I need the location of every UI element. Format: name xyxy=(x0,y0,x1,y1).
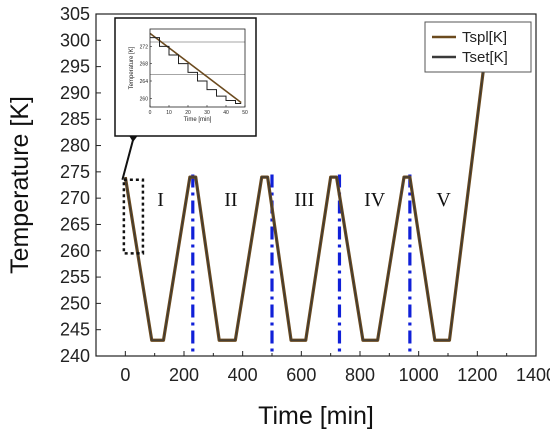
y-tick-label: 265 xyxy=(60,214,90,234)
inset-x-tick-label: 0 xyxy=(149,110,152,116)
inset-panel xyxy=(114,17,257,137)
x-axis-title: Time [min] xyxy=(258,402,374,430)
x-tick-label: 1200 xyxy=(457,365,497,385)
zoom-arrow-line xyxy=(121,139,134,180)
y-tick-label: 305 xyxy=(60,4,90,24)
y-axis-title: Temperature [K] xyxy=(6,96,34,274)
inset-x-tick-label: 40 xyxy=(223,110,229,116)
x-axis: 0 200 400 600 800 1000 1200 1400 xyxy=(95,351,550,385)
x-tick-label: 200 xyxy=(169,365,199,385)
x-tick-label: 600 xyxy=(286,365,316,385)
y-tick-label: 240 xyxy=(60,346,90,366)
inset-y-tick-label: 272 xyxy=(140,44,149,50)
y-tick-label: 245 xyxy=(60,320,90,340)
legend-label: Tspl[K] xyxy=(462,29,507,46)
inset-x-tick-label: 20 xyxy=(185,110,191,116)
zoom-highlight-box xyxy=(122,178,145,255)
inset-y-tick-label: 264 xyxy=(140,79,149,85)
inset-x-axis-title: Time [min] xyxy=(184,117,212,123)
plot-frame xyxy=(95,13,537,357)
inset-y-tick-label: 260 xyxy=(140,96,149,102)
legend-box xyxy=(424,21,532,73)
phase-label: IV xyxy=(364,189,386,211)
legend-label: Tset[K] xyxy=(462,49,508,66)
inset-x-tick-label: 10 xyxy=(166,110,172,116)
phase-label: III xyxy=(294,189,314,211)
inset-y-axis-title: Temperature [K] xyxy=(129,46,135,89)
y-tick-label: 285 xyxy=(60,109,90,129)
x-tick-label: 400 xyxy=(228,365,258,385)
inset-x-tick-label: 30 xyxy=(204,110,210,116)
x-tick-label: 800 xyxy=(345,365,375,385)
x-tick-label: 1000 xyxy=(399,365,439,385)
y-tick-label: 250 xyxy=(60,293,90,313)
inset-ramp-line xyxy=(149,32,242,104)
y-tick-label: 280 xyxy=(60,136,90,156)
series-line-tsetk xyxy=(124,24,490,341)
phase-label: I xyxy=(157,189,164,211)
y-tick-label: 275 xyxy=(60,162,90,182)
y-tick-label: 290 xyxy=(60,83,90,103)
y-tick-label: 295 xyxy=(60,57,90,77)
phase-label: II xyxy=(224,189,237,211)
inset-frame xyxy=(149,28,246,108)
inset-chart: 0 10 20 30 40 50 260 264 268 272 Time [min] Tempera… xyxy=(114,17,257,137)
inset-x-tick-label: 50 xyxy=(242,110,248,116)
y-axis: 240 245 250 255 260 265 270 275 280 285 290 295 300 3… xyxy=(60,4,101,366)
x-tick-label: 0 xyxy=(120,365,130,385)
x-tick-label: 1400 xyxy=(516,365,550,385)
y-tick-label: 270 xyxy=(60,188,90,208)
inset-y-tick-label: 268 xyxy=(140,62,149,68)
phase-label: V xyxy=(436,189,451,211)
y-tick-label: 300 xyxy=(60,30,90,50)
inset-step-line xyxy=(150,37,242,105)
y-tick-label: 255 xyxy=(60,267,90,287)
legend: Tspl[K] Tset[K] xyxy=(424,21,532,73)
y-tick-label: 260 xyxy=(60,241,90,261)
